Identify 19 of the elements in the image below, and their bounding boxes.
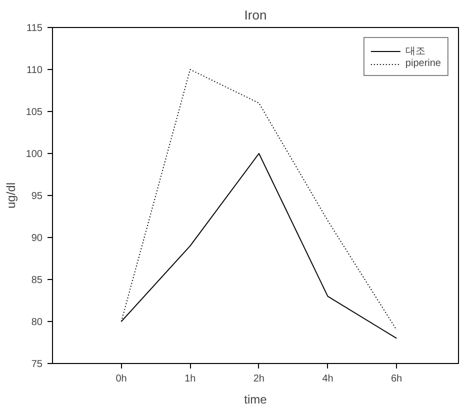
y-tick-label: 100	[26, 149, 43, 160]
x-tick-label: 4h	[322, 374, 334, 384]
y-tick-label: 110	[26, 65, 43, 76]
x-tick-label: 6h	[391, 374, 402, 384]
y-tick-label: 75	[31, 359, 43, 370]
y-tick-label: 90	[31, 233, 43, 244]
y-tick-label: 105	[26, 107, 43, 118]
x-tick-label: 2h	[253, 374, 265, 384]
y-tick-label: 85	[31, 275, 43, 286]
legend-label: 대조	[405, 45, 426, 58]
y-tick-label: 80	[31, 317, 43, 328]
x-tick-label: 0h	[116, 374, 127, 384]
y-tick-label: 115	[26, 23, 43, 34]
x-axis-title: time	[244, 392, 268, 406]
chart-title: Iron	[244, 8, 267, 22]
y-axis-title: ug/dl	[4, 182, 18, 209]
legend-label: piperine	[405, 58, 441, 69]
x-tick-label: 1h	[184, 374, 196, 384]
y-tick-label: 95	[31, 191, 43, 202]
